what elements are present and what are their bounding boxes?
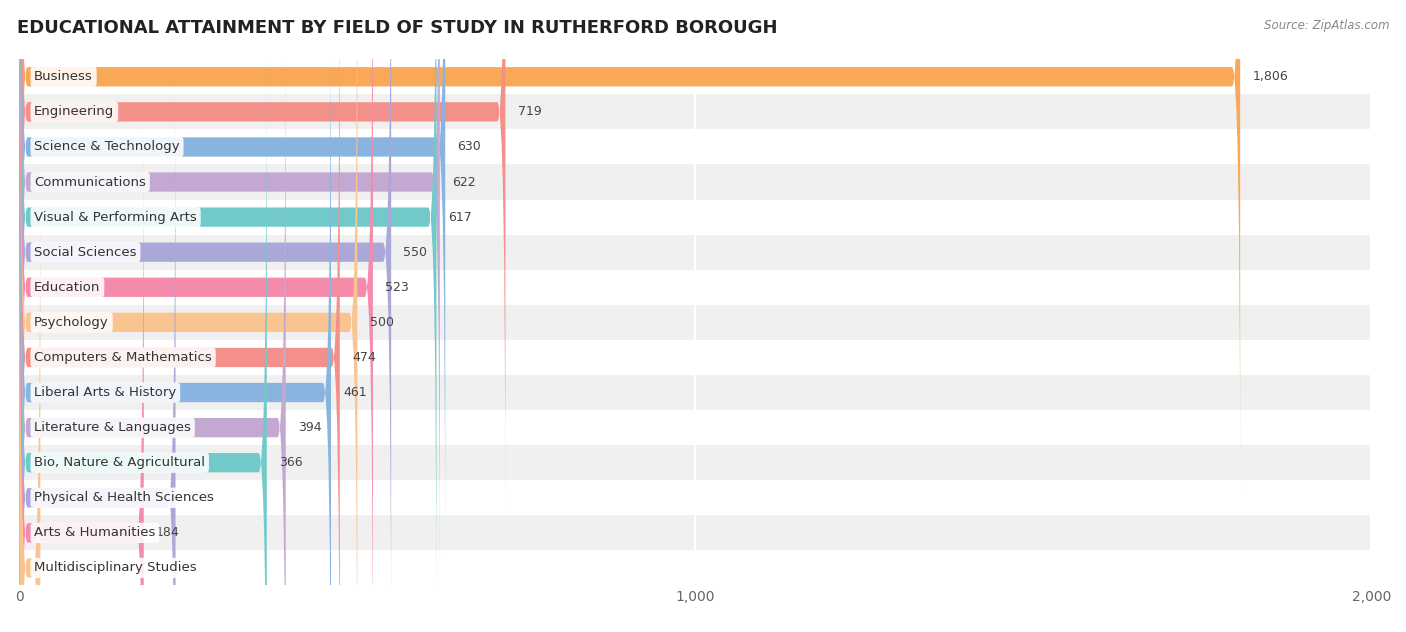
FancyBboxPatch shape <box>20 94 1371 130</box>
FancyBboxPatch shape <box>20 16 285 632</box>
Text: 500: 500 <box>370 316 394 329</box>
Text: 474: 474 <box>352 351 375 364</box>
Text: 1,806: 1,806 <box>1253 70 1288 83</box>
Text: Source: ZipAtlas.com: Source: ZipAtlas.com <box>1264 19 1389 32</box>
Text: Visual & Performing Arts: Visual & Performing Arts <box>34 210 197 224</box>
Text: 394: 394 <box>298 421 322 434</box>
Text: 31: 31 <box>52 561 69 574</box>
FancyBboxPatch shape <box>20 59 1371 94</box>
Text: 550: 550 <box>404 246 427 258</box>
FancyBboxPatch shape <box>20 515 1371 550</box>
FancyBboxPatch shape <box>20 51 267 632</box>
Text: Social Sciences: Social Sciences <box>34 246 136 258</box>
FancyBboxPatch shape <box>20 480 1371 515</box>
FancyBboxPatch shape <box>20 305 1371 340</box>
Text: Education: Education <box>34 281 101 294</box>
FancyBboxPatch shape <box>20 0 330 632</box>
Text: 719: 719 <box>517 106 541 118</box>
Text: 617: 617 <box>449 210 472 224</box>
Text: Science & Technology: Science & Technology <box>34 140 180 154</box>
Text: Communications: Communications <box>34 176 146 188</box>
Text: Literature & Languages: Literature & Languages <box>34 421 191 434</box>
Text: Bio, Nature & Agricultural: Bio, Nature & Agricultural <box>34 456 205 469</box>
FancyBboxPatch shape <box>20 0 436 628</box>
FancyBboxPatch shape <box>20 0 505 523</box>
FancyBboxPatch shape <box>20 157 41 632</box>
Text: 366: 366 <box>278 456 302 469</box>
FancyBboxPatch shape <box>20 0 340 632</box>
Text: 461: 461 <box>343 386 367 399</box>
Text: Physical & Health Sciences: Physical & Health Sciences <box>34 491 214 504</box>
FancyBboxPatch shape <box>20 0 440 593</box>
FancyBboxPatch shape <box>20 164 1371 200</box>
FancyBboxPatch shape <box>20 121 143 632</box>
Text: EDUCATIONAL ATTAINMENT BY FIELD OF STUDY IN RUTHERFORD BOROUGH: EDUCATIONAL ATTAINMENT BY FIELD OF STUDY… <box>17 19 778 37</box>
FancyBboxPatch shape <box>20 375 1371 410</box>
Text: 630: 630 <box>457 140 481 154</box>
Text: Psychology: Psychology <box>34 316 110 329</box>
Text: Multidisciplinary Studies: Multidisciplinary Studies <box>34 561 197 574</box>
FancyBboxPatch shape <box>20 445 1371 480</box>
FancyBboxPatch shape <box>20 234 1371 270</box>
FancyBboxPatch shape <box>20 340 1371 375</box>
FancyBboxPatch shape <box>20 87 176 632</box>
FancyBboxPatch shape <box>20 0 1240 488</box>
FancyBboxPatch shape <box>20 410 1371 445</box>
Text: Engineering: Engineering <box>34 106 114 118</box>
Text: Computers & Mathematics: Computers & Mathematics <box>34 351 212 364</box>
FancyBboxPatch shape <box>20 0 357 632</box>
FancyBboxPatch shape <box>20 0 391 632</box>
Text: 622: 622 <box>451 176 475 188</box>
FancyBboxPatch shape <box>20 550 1371 585</box>
FancyBboxPatch shape <box>20 0 373 632</box>
FancyBboxPatch shape <box>20 0 446 558</box>
Text: 231: 231 <box>187 491 211 504</box>
Text: Business: Business <box>34 70 93 83</box>
Text: 523: 523 <box>385 281 409 294</box>
Text: 184: 184 <box>156 526 180 539</box>
FancyBboxPatch shape <box>20 200 1371 234</box>
Text: Liberal Arts & History: Liberal Arts & History <box>34 386 177 399</box>
FancyBboxPatch shape <box>20 270 1371 305</box>
FancyBboxPatch shape <box>20 130 1371 164</box>
Text: Arts & Humanities: Arts & Humanities <box>34 526 156 539</box>
